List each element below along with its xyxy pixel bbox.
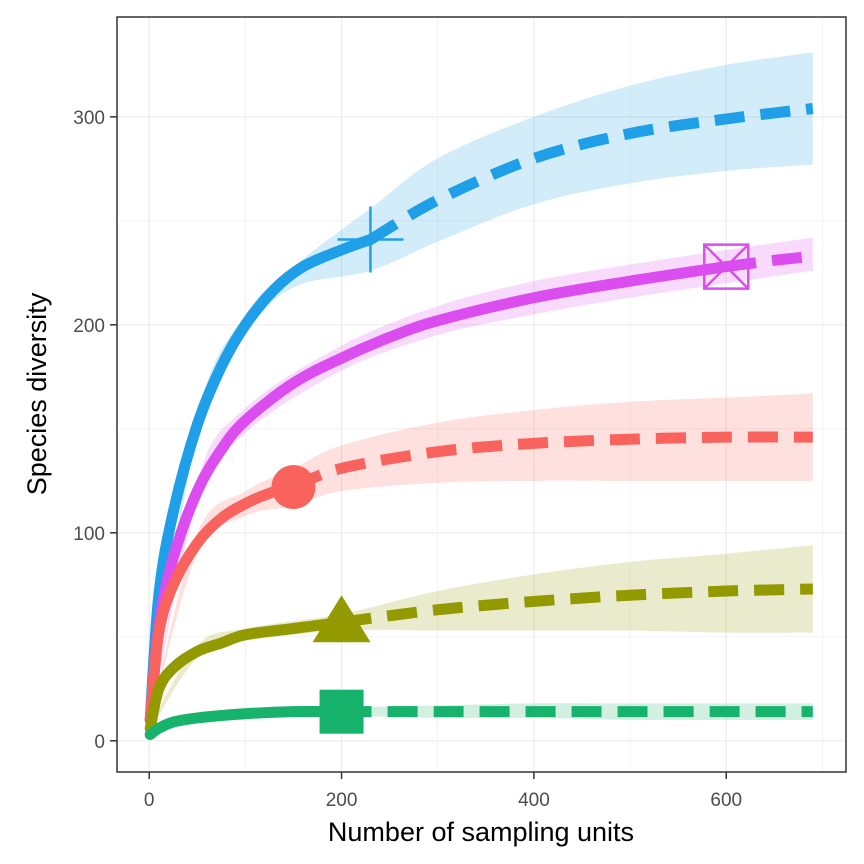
extrapolated-line-1 <box>725 250 814 273</box>
observed-point-4 <box>319 689 364 734</box>
panel-background <box>117 17 846 772</box>
x-tick-label: 600 <box>710 790 742 811</box>
axes: 0 200 400 600 0 100 200 300 <box>73 108 742 811</box>
y-tick-label: 200 <box>73 316 105 337</box>
interpolated-line-3 <box>144 616 348 734</box>
panel-border <box>116 16 847 773</box>
observed-markers <box>271 206 750 734</box>
interpolated-line-1 <box>144 261 732 726</box>
x-tick-label: 400 <box>518 790 550 811</box>
observed-point-3 <box>312 595 371 643</box>
grid-lines <box>117 17 846 772</box>
confidence-band-0 <box>150 52 813 725</box>
interpolated-line-2 <box>144 481 299 726</box>
x-tick-label: 200 <box>326 790 358 811</box>
extrapolated-line-0 <box>367 103 814 245</box>
y-axis-title: Species diversity <box>22 292 52 495</box>
interpolated-line-4 <box>144 706 348 741</box>
y-tick-label: 300 <box>73 108 105 129</box>
extrapolated-line-2 <box>291 431 813 493</box>
x-tick-label: 0 <box>144 790 155 811</box>
observed-point-0 <box>337 206 404 273</box>
y-tick-label: 100 <box>73 524 105 545</box>
x-axis-title: Number of sampling units <box>328 817 634 847</box>
interpolated-line-0 <box>144 234 376 726</box>
observed-point-1 <box>703 243 750 290</box>
confidence-band-3 <box>150 545 813 731</box>
series-lines <box>144 103 814 741</box>
y-tick-label: 0 <box>94 732 105 753</box>
observed-point-2 <box>271 465 316 510</box>
extrapolated-line-3 <box>340 583 813 628</box>
